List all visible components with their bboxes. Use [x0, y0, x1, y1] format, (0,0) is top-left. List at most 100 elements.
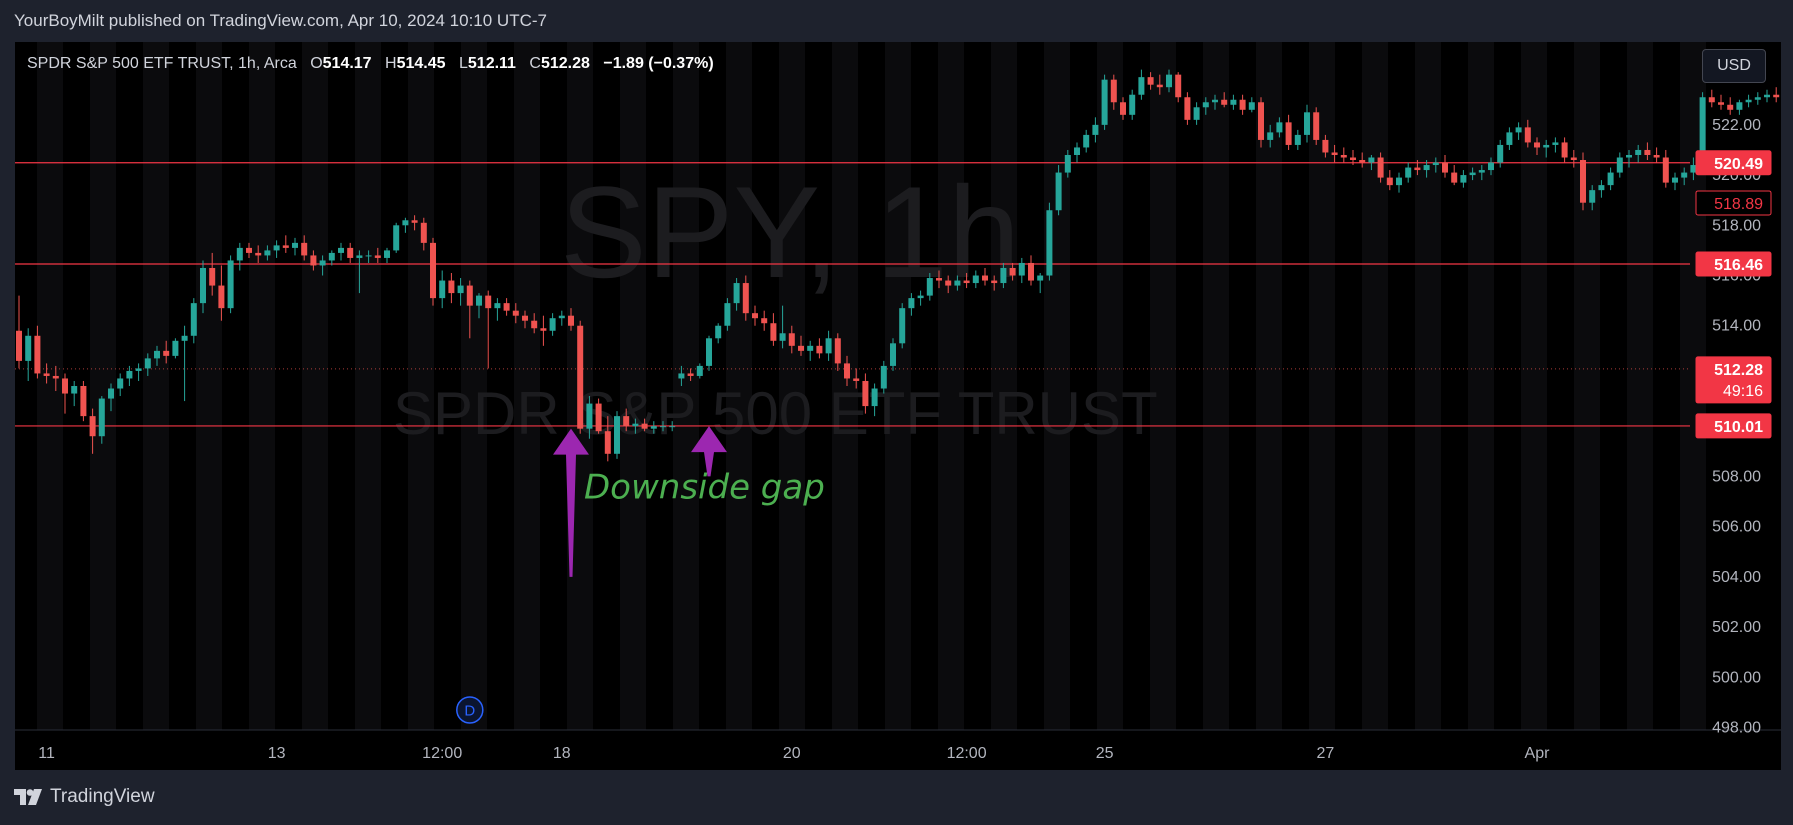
- candle-body: [577, 325, 584, 429]
- candle-body: [1764, 94, 1770, 98]
- candle-body: [687, 373, 694, 376]
- candle-body: [715, 325, 722, 339]
- session-band: [1150, 42, 1176, 730]
- candle-body: [126, 370, 133, 379]
- candle-body: [1018, 262, 1025, 276]
- candle-body: [1193, 107, 1200, 120]
- candle-body: [1773, 94, 1780, 98]
- candle-body: [660, 426, 666, 428]
- time-tick-label: 18: [553, 745, 571, 762]
- time-tick-label: 25: [1096, 745, 1114, 762]
- candle-body: [1672, 177, 1678, 183]
- candle-body: [347, 247, 354, 258]
- candle-body: [218, 285, 225, 309]
- session-band: [620, 42, 646, 730]
- time-axis[interactable]: 11 13 12:00 18 20 12:00 25 27 Apr: [38, 745, 1550, 762]
- candle-body: [1037, 275, 1044, 281]
- candle-body: [135, 368, 142, 371]
- candle-body: [1028, 262, 1034, 281]
- candle-body: [1276, 122, 1283, 133]
- chart-pane[interactable]: SPY, 1h SPDR S&P 500 ETF TRUST Downside …: [15, 42, 1781, 770]
- price-tick-label: 498.00: [1712, 719, 1761, 736]
- candle-body: [1184, 97, 1191, 120]
- candle-body: [724, 303, 731, 326]
- symbol-legend[interactable]: SPDR S&P 500 ETF TRUST, 1h, Arca O514.17…: [27, 55, 714, 73]
- candle-body: [310, 255, 317, 266]
- session-band: [832, 42, 858, 730]
- downside-gap-annotation[interactable]: Downside gap: [584, 467, 825, 507]
- candle-body: [669, 426, 676, 428]
- candle-body: [945, 280, 952, 286]
- current-price-label-box: [1695, 356, 1772, 404]
- candle-body: [770, 323, 777, 341]
- candle-body: [172, 340, 179, 356]
- level-price-label-box: [1695, 150, 1772, 176]
- candle-body: [1092, 124, 1099, 135]
- candle-body: [963, 280, 970, 284]
- candle-body: [1331, 152, 1338, 155]
- candle-body: [1460, 175, 1467, 183]
- horizontal-levels: [15, 162, 1690, 427]
- dividend-badge[interactable]: D: [456, 696, 484, 724]
- candle-body: [1138, 77, 1145, 95]
- session-band: [302, 42, 328, 730]
- session-band: [673, 42, 699, 730]
- high-key: H: [385, 55, 397, 72]
- time-tick-label: 12:00: [947, 745, 987, 762]
- session-band: [1362, 42, 1388, 730]
- candle-body: [1386, 177, 1393, 186]
- candle-body: [16, 330, 22, 361]
- candle-body: [1524, 127, 1531, 143]
- candlestick-chart[interactable]: SPY, 1h SPDR S&P 500 ETF TRUST Downside …: [15, 42, 1781, 770]
- candle-body: [62, 378, 68, 394]
- candle-body: [338, 247, 344, 253]
- dividend-badge-label: D: [464, 703, 475, 720]
- candle-body: [319, 260, 326, 266]
- price-change: −1.89 (−0.37%): [603, 55, 714, 72]
- candle-body: [292, 242, 298, 248]
- session-band: [885, 42, 911, 730]
- candle-body: [1754, 97, 1761, 100]
- symbol-name[interactable]: SPDR S&P 500 ETF TRUST, 1h, Arca: [27, 55, 297, 72]
- candle-body: [1313, 112, 1320, 140]
- candle-body: [466, 285, 473, 306]
- candle-body: [264, 250, 271, 256]
- candle-body: [402, 220, 409, 226]
- candle-body: [890, 343, 896, 366]
- publisher-header: YourBoyMilt published on TradingView.com…: [14, 11, 547, 30]
- candle-body: [1055, 172, 1062, 211]
- candle-body: [154, 350, 160, 359]
- tradingview-logo-icon: [14, 789, 42, 805]
- candle-body: [1212, 99, 1218, 103]
- candle-body: [512, 310, 519, 316]
- candle-body: [862, 380, 869, 407]
- candle-body: [1561, 142, 1568, 158]
- price-tick-label: 502.00: [1712, 619, 1761, 636]
- up-arrow-icon: [691, 426, 727, 477]
- time-tick-label: 13: [268, 745, 286, 762]
- candle-body: [1626, 154, 1632, 158]
- candle-body: [706, 338, 712, 366]
- candle-body: [991, 280, 998, 284]
- session-band: [1574, 42, 1600, 730]
- session-band: [991, 42, 1017, 730]
- candle-body: [614, 416, 620, 454]
- candle-body: [1681, 172, 1688, 178]
- candle-body: [1110, 79, 1117, 103]
- session-band: [1309, 42, 1335, 730]
- time-tick-label: 27: [1317, 745, 1335, 762]
- session-band: [90, 42, 116, 730]
- time-tick-label: Apr: [1525, 745, 1551, 762]
- candle-body: [227, 260, 234, 309]
- currency-button[interactable]: USD: [1702, 49, 1766, 83]
- candle-body: [1009, 267, 1016, 276]
- candle-body: [1304, 112, 1310, 135]
- session-band: [1521, 42, 1547, 730]
- session-band: [1256, 42, 1282, 730]
- candle-body: [1368, 157, 1375, 163]
- candle-body: [1616, 157, 1623, 173]
- time-tick-label: 20: [783, 745, 801, 762]
- tradingview-footer[interactable]: TradingView: [14, 786, 155, 808]
- candle-body: [752, 313, 758, 319]
- tradingview-brand: TradingView: [50, 786, 155, 807]
